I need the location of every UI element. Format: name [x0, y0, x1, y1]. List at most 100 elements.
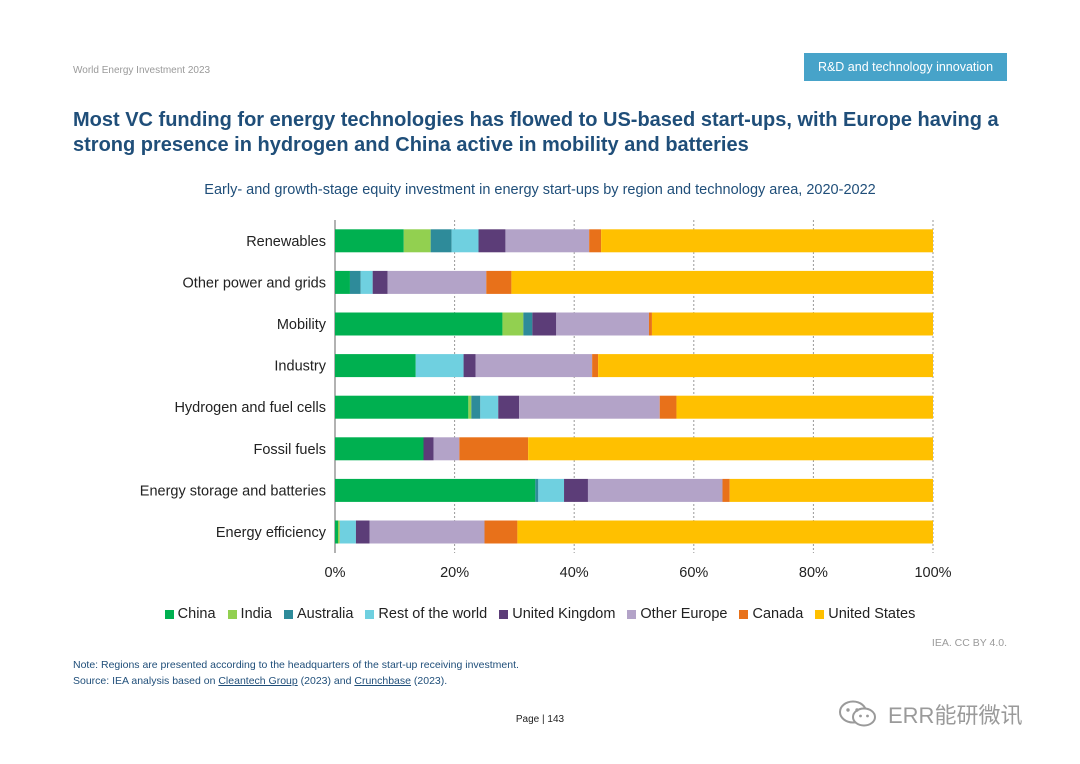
legend-item: United Kingdom: [499, 606, 615, 622]
bar-segment: [463, 354, 476, 378]
bar-segment: [339, 520, 356, 544]
category-label: Mobility: [277, 317, 327, 333]
bar-segment: [475, 354, 593, 378]
bar-segment: [519, 395, 660, 419]
x-tick-label: 80%: [799, 565, 828, 581]
bar-segment: [369, 520, 485, 544]
bar-segment: [335, 270, 350, 294]
x-tick-label: 0%: [325, 565, 346, 581]
legend-swatch: [739, 609, 749, 619]
source-suffix: (2023).: [410, 675, 448, 687]
legend-item: Rest of the world: [365, 606, 487, 622]
legend-label: India: [240, 606, 272, 622]
bars: [335, 229, 933, 544]
bar-segment: [335, 478, 536, 502]
bar-segment: [349, 270, 361, 294]
bar-segment: [556, 312, 649, 336]
bar-segment: [659, 395, 677, 419]
legend-item: India: [227, 606, 272, 622]
bar-segment: [722, 478, 730, 502]
bar-segment: [676, 395, 933, 419]
bar-segment: [423, 437, 434, 461]
x-tick-label: 20%: [440, 565, 469, 581]
bar-segment: [592, 354, 599, 378]
legend-label: United Kingdom: [512, 606, 616, 622]
category-label: Fossil fuels: [253, 442, 326, 458]
bar-segment: [528, 437, 933, 461]
bar-segment: [480, 395, 499, 419]
legend-swatch: [499, 609, 509, 619]
source-mid: (2023) and: [297, 675, 355, 687]
category-label: Hydrogen and fuel cells: [174, 400, 326, 416]
bar-segment: [403, 229, 431, 253]
source-prefix: Source: IEA analysis based on: [73, 675, 219, 687]
bar-segment: [335, 520, 338, 544]
bar-segment: [502, 312, 524, 336]
x-tick-label: 60%: [679, 565, 708, 581]
bar-segment: [505, 229, 590, 253]
legend-swatch: [227, 609, 237, 619]
bar-segment: [387, 270, 487, 294]
category-label: Energy storage and batteries: [140, 483, 326, 499]
note-line: Note: Regions are presented according to…: [73, 659, 519, 671]
bar-segment: [484, 520, 518, 544]
bar-segment: [335, 229, 404, 253]
legend-swatch: [365, 609, 375, 619]
bar-segment: [486, 270, 512, 294]
bar-segment: [535, 478, 539, 502]
category-labels: Renewables Other power and grids Mobility I…: [140, 234, 327, 541]
legend: China India Australia Rest of the world Unit…: [0, 606, 1080, 622]
source-line: Source: IEA analysis based on Cleantech …: [73, 673, 519, 689]
category-label: Other power and grids: [183, 275, 326, 291]
legend-label: China: [177, 606, 216, 622]
bar-segment: [335, 437, 424, 461]
bar-segment: [589, 229, 602, 253]
bar-segment: [511, 270, 933, 294]
x-axis-ticks: 0% 20% 40% 60% 80% 100%: [325, 565, 952, 581]
page-number: Page | 143: [515, 714, 565, 725]
bar-segment: [587, 478, 723, 502]
bar-segment: [564, 478, 588, 502]
legend-swatch: [815, 609, 825, 619]
category-label: Energy efficiency: [216, 525, 327, 541]
bar-segment: [337, 520, 340, 544]
legend-item: China: [164, 606, 216, 622]
legend-item: Other Europe: [627, 606, 727, 622]
legend-label: Canada: [752, 606, 804, 622]
grid-lines: [334, 220, 934, 553]
bar-segment: [601, 229, 933, 253]
crunchbase-link[interactable]: Crunchbase: [354, 675, 411, 687]
stacked-bar-chart: Renewables Other power and grids Mobility I…: [140, 220, 952, 581]
bar-segment: [598, 354, 933, 378]
bar-segment: [372, 270, 388, 294]
bar-segment: [335, 395, 469, 419]
bar-segment: [451, 229, 479, 253]
bar-segment: [538, 478, 565, 502]
legend-label: Australia: [297, 606, 354, 622]
bar-segment: [729, 478, 933, 502]
wechat-icon: [839, 700, 876, 727]
legend-label: Other Europe: [640, 606, 728, 622]
bar-segment: [430, 229, 452, 253]
x-tick-label: 40%: [560, 565, 589, 581]
watermark: ERR能研微讯: [836, 698, 1022, 730]
bar-segment: [471, 395, 481, 419]
bar-segment: [532, 312, 557, 336]
bar-segment: [433, 437, 460, 461]
bar-segment: [335, 312, 503, 336]
legend-swatch: [164, 609, 174, 619]
legend-item: United States: [815, 606, 915, 622]
chart-title: Early- and growth-stage equity investmen…: [204, 182, 876, 198]
bar-segment: [498, 395, 520, 419]
bar-segment: [478, 229, 506, 253]
legend-swatch: [627, 609, 637, 619]
bar-segment: [459, 437, 529, 461]
legend-label: United States: [828, 606, 916, 622]
bar-segment: [523, 312, 533, 336]
cleantech-group-link[interactable]: Cleantech Group: [218, 675, 298, 687]
watermark-text: ERR能研微讯: [888, 703, 1023, 728]
legend-item: Canada: [739, 606, 803, 622]
credit-label: IEA. CC BY 4.0.: [931, 637, 1007, 649]
bar-segment: [517, 520, 933, 544]
category-label: Industry: [274, 359, 326, 375]
